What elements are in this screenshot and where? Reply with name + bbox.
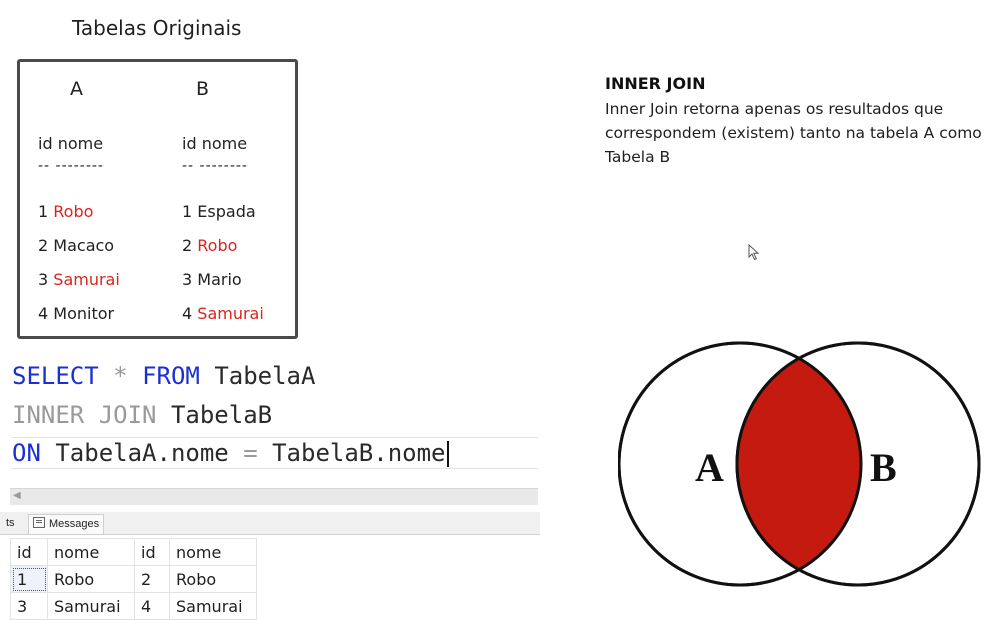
row-nome: Samurai xyxy=(53,270,120,289)
venn-label-a: A xyxy=(695,445,724,490)
table-a-separator: -- -------- xyxy=(38,158,104,174)
venn-label-b: B xyxy=(870,445,897,490)
grid-cell[interactable]: Samurai xyxy=(47,592,135,620)
grid-cell[interactable]: Robo xyxy=(169,565,257,593)
table-b-row: 3 Mario xyxy=(182,270,242,289)
row-nome: Espada xyxy=(197,202,256,221)
grid-cell[interactable]: 1 xyxy=(10,565,48,593)
sql-keyword-select: SELECT xyxy=(12,362,99,390)
row-id: 4 xyxy=(182,304,193,323)
table-b-separator: -- -------- xyxy=(182,158,248,174)
table-b-row: 4 Samurai xyxy=(182,304,264,323)
row-nome: Macaco xyxy=(53,236,115,255)
mouse-pointer-icon xyxy=(748,244,760,261)
column-header[interactable]: nome xyxy=(47,538,135,566)
row-id: 1 xyxy=(38,202,49,221)
original-tables-title: Tabelas Originais xyxy=(72,16,242,40)
row-id: 4 xyxy=(38,304,49,323)
grid-cell[interactable]: 3 xyxy=(10,592,48,620)
sql-star: * xyxy=(113,362,128,390)
table-b-letter: B xyxy=(196,78,210,100)
editor-horizontal-scrollbar[interactable]: ◀ xyxy=(10,488,538,505)
table-b-header: id nome xyxy=(182,134,248,153)
row-id: 3 xyxy=(182,270,193,289)
sql-table-b: TabelaB xyxy=(170,401,273,429)
table-a-row: 4 Monitor xyxy=(38,304,114,323)
table-row: 1 Robo 2 Robo xyxy=(10,565,257,593)
sql-left-column: TabelaA.nome xyxy=(55,439,229,467)
venn-intersection xyxy=(737,343,861,585)
row-id: 1 xyxy=(182,202,193,221)
original-tables-box: A id nome -- -------- 1 Robo 2 Macaco 3 … xyxy=(17,59,298,339)
column-header[interactable]: nome xyxy=(169,538,257,566)
text-caret xyxy=(446,441,449,467)
row-nome: Samurai xyxy=(197,304,264,323)
inner-join-title: INNER JOIN xyxy=(605,74,706,93)
row-nome: Monitor xyxy=(53,304,115,323)
table-b-row: 1 Espada xyxy=(182,202,256,221)
results-tab-bar: ts Messages xyxy=(0,512,540,535)
sql-line-2[interactable]: INNER JOIN TabelaB xyxy=(12,400,272,430)
row-id: 2 xyxy=(182,236,193,255)
scroll-left-icon[interactable]: ◀ xyxy=(13,490,21,501)
table-a-header: id nome xyxy=(38,134,104,153)
column-header[interactable]: id xyxy=(10,538,48,566)
sql-line-3[interactable]: ON TabelaA.nome = TabelaB.nome xyxy=(12,437,538,469)
row-id: 2 xyxy=(38,236,49,255)
inner-join-venn-diagram: A B xyxy=(618,341,981,587)
results-grid: id nome id nome 1 Robo 2 Robo 3 Samurai … xyxy=(10,538,257,620)
table-a-row: 1 Robo xyxy=(38,202,93,221)
sql-line-1[interactable]: SELECT * FROM TabelaA xyxy=(12,361,315,391)
grid-cell[interactable]: 2 xyxy=(134,565,170,593)
table-a-row: 3 Samurai xyxy=(38,270,120,289)
grid-cell[interactable]: Robo xyxy=(47,565,135,593)
sql-keyword-on: ON xyxy=(12,439,41,467)
row-nome: Robo xyxy=(53,202,94,221)
row-nome: Robo xyxy=(197,236,238,255)
grid-cell[interactable]: Samurai xyxy=(169,592,257,620)
table-row: 3 Samurai 4 Samurai xyxy=(10,592,257,620)
grid-header-row: id nome id nome xyxy=(10,538,257,566)
inner-join-description: Inner Join retorna apenas os resultados … xyxy=(605,100,982,166)
sql-keyword-from: FROM xyxy=(142,362,200,390)
grid-cell[interactable]: 4 xyxy=(134,592,170,620)
tab-results[interactable]: ts xyxy=(6,517,15,529)
table-a-row: 2 Macaco xyxy=(38,236,114,255)
sql-keyword-inner-join: INNER JOIN xyxy=(12,401,157,429)
column-header[interactable]: id xyxy=(134,538,170,566)
tab-messages-label: Messages xyxy=(49,518,100,530)
sql-right-column: TabelaB.nome xyxy=(272,439,446,467)
sql-equals: = xyxy=(243,439,258,467)
row-nome: Mario xyxy=(197,270,242,289)
row-id: 3 xyxy=(38,270,49,289)
table-a-letter: A xyxy=(70,78,83,100)
table-b-row: 2 Robo xyxy=(182,236,237,255)
sql-table-a: TabelaA xyxy=(214,362,316,390)
messages-icon xyxy=(33,517,45,528)
tab-messages[interactable]: Messages xyxy=(28,514,105,534)
